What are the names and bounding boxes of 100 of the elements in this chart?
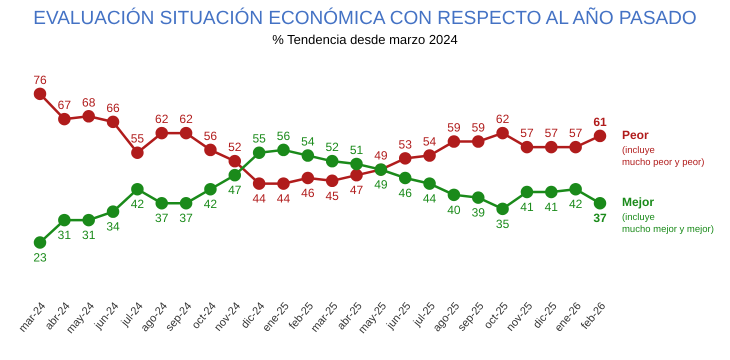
point (252, 146, 266, 159)
data-label: 45 (325, 188, 340, 203)
data-label: 56 (276, 128, 290, 143)
point (34, 236, 46, 249)
data-label: 62 (155, 112, 169, 126)
data-label: 31 (58, 228, 72, 242)
text: (incluye mucho mejor y mejor) (622, 212, 714, 236)
point (204, 144, 217, 156)
data-label: 62 (496, 112, 510, 126)
data-label: 49 (374, 148, 388, 163)
point (350, 158, 363, 170)
point (106, 116, 120, 128)
data-label: 34 (106, 220, 120, 234)
point (252, 177, 266, 190)
point (472, 191, 485, 204)
data-label: 55 (252, 132, 266, 146)
point (228, 168, 242, 182)
data-label: 41 (520, 200, 534, 214)
point (34, 88, 46, 100)
point (398, 152, 412, 165)
point (520, 186, 534, 198)
point (277, 144, 290, 156)
chart-subtitle: % Tendencia desde marzo 2024 (271, 32, 459, 47)
data-label: 37 (593, 211, 607, 226)
data-label: 49 (374, 178, 388, 192)
data-label: 54 (422, 134, 437, 149)
data-label: 57 (568, 126, 583, 140)
data-label: 61 (593, 114, 607, 129)
point (496, 202, 509, 216)
data-label: 67 (58, 98, 72, 112)
data-label: 56 (204, 128, 218, 143)
data-label: 53 (398, 137, 412, 152)
point (423, 177, 436, 190)
chart-title: EVALUACIÓN SITUACIÓN ECONÓMICA CON RESPECTO AL AÑO PASADO (32, 8, 698, 30)
point (277, 177, 290, 190)
data-label: 66 (106, 100, 120, 115)
point (569, 140, 582, 154)
data-label: 68 (82, 95, 96, 110)
point (398, 172, 412, 184)
point (302, 172, 314, 184)
data-label: 39 (472, 206, 486, 220)
data-label: 41 (544, 200, 558, 214)
data-label: 47 (350, 183, 364, 198)
point (594, 130, 606, 142)
point (326, 154, 338, 168)
data-label: 62 (179, 112, 194, 126)
data-label: 42 (130, 197, 144, 212)
data-label: 44 (422, 192, 437, 206)
point (155, 126, 168, 140)
point (131, 146, 144, 159)
data-label: 46 (398, 186, 412, 200)
point (58, 214, 71, 226)
point (496, 126, 509, 140)
data-label: 57 (520, 126, 534, 140)
data-label: 44 (252, 192, 266, 206)
point (448, 135, 460, 148)
point (520, 140, 534, 154)
point (569, 182, 582, 196)
point (180, 126, 192, 140)
data-label: 42 (204, 197, 218, 212)
data-label: 40 (447, 202, 461, 217)
data-label: 35 (496, 216, 510, 231)
series-label: Peor (622, 128, 650, 142)
point (82, 214, 95, 226)
point (155, 196, 168, 210)
point (448, 188, 460, 202)
data-label: 37 (155, 211, 169, 226)
data-label: 52 (325, 140, 340, 154)
point (350, 168, 363, 182)
data-label: 46 (301, 186, 315, 200)
point (594, 196, 606, 210)
point (545, 186, 558, 198)
data-label: 59 (472, 120, 486, 135)
data-label: 44 (276, 192, 290, 206)
data-label: 54 (301, 134, 315, 149)
point (204, 182, 217, 196)
point (228, 154, 242, 168)
data-label: 47 (228, 183, 242, 198)
data-label: 57 (544, 126, 558, 140)
point (423, 149, 436, 162)
series-label: Mejor (622, 195, 654, 210)
point (302, 149, 314, 162)
point (58, 112, 71, 126)
point (472, 135, 485, 148)
point (545, 140, 558, 154)
point (82, 110, 95, 123)
data-label: 52 (228, 140, 242, 154)
point (326, 174, 338, 188)
data-label: 42 (568, 197, 583, 212)
data-label: 37 (179, 211, 194, 226)
data-label: 51 (350, 142, 364, 157)
data-label: 31 (82, 228, 96, 242)
data-label: 23 (33, 250, 47, 265)
point (131, 182, 144, 196)
point (106, 205, 120, 218)
point (180, 196, 192, 210)
data-label: 59 (447, 120, 461, 135)
data-label: 55 (130, 132, 144, 146)
data-label: 76 (33, 72, 47, 87)
text: (incluye mucho peor y peor) (622, 144, 704, 168)
